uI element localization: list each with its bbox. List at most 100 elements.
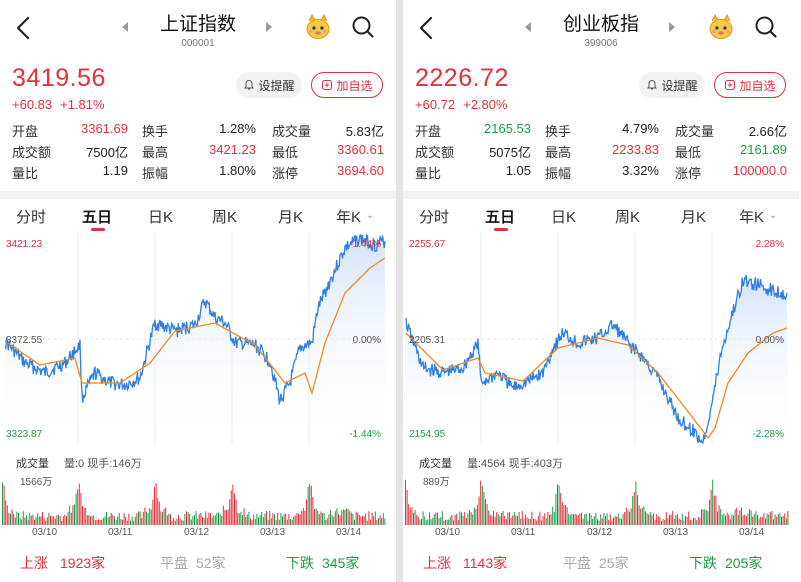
volume-bar xyxy=(232,484,234,525)
volume-bar xyxy=(173,518,175,525)
tab-2[interactable]: 日K xyxy=(551,209,577,226)
five-day-price-chart[interactable]: 2255.67 2205.31 2154.95 2.28% 0.00% -2.28% xyxy=(403,233,799,445)
prev-index-arrow-icon[interactable] xyxy=(525,22,531,32)
volume-bar xyxy=(178,514,179,525)
volume-bar xyxy=(62,516,64,525)
volume-bar xyxy=(277,512,279,525)
volume-bar xyxy=(433,514,435,525)
tab-2[interactable]: 日K xyxy=(148,209,174,226)
set-alert-button[interactable]: 设提醒 xyxy=(236,72,302,98)
volume-bar xyxy=(365,513,367,525)
flat-label: 平盘 xyxy=(160,555,188,571)
volume-bar xyxy=(782,516,784,525)
volume-bar xyxy=(561,502,563,525)
volume-bar xyxy=(24,517,26,525)
volume-bar xyxy=(787,511,789,525)
volume-bar xyxy=(310,486,312,525)
add-watchlist-button[interactable]: 加自选 xyxy=(714,72,786,98)
tab-5[interactable]: 年K xyxy=(739,209,765,226)
volume-bar xyxy=(553,511,555,525)
tab-3[interactable]: 周K xyxy=(212,209,238,226)
volume-bar xyxy=(686,517,688,525)
volume-bar xyxy=(725,515,726,525)
volume-bar xyxy=(280,512,282,525)
volume-bar xyxy=(210,513,211,525)
volume-bar xyxy=(641,507,643,525)
volume-bar xyxy=(545,518,547,525)
volume-max-label: 1566万 xyxy=(20,477,52,488)
volume-bar xyxy=(609,514,611,525)
volume-bar xyxy=(709,499,710,525)
volume-bar xyxy=(624,512,626,525)
volume-bar xyxy=(485,499,486,525)
date-label: 03/10 xyxy=(435,527,461,538)
volume-bar xyxy=(330,510,331,525)
add-watchlist-button[interactable]: 加自选 xyxy=(311,72,383,98)
tab-5[interactable]: 年K xyxy=(336,209,362,226)
five-day-price-chart[interactable]: 3421.23 3372.55 3323.87 1.44% 0.00% -1.44% xyxy=(0,233,396,445)
volume-bar xyxy=(283,514,285,525)
volume-bar xyxy=(657,516,659,525)
set-alert-button[interactable]: 设提醒 xyxy=(639,72,705,98)
volume-bar xyxy=(117,516,119,525)
pct-high-label: 1.44% xyxy=(353,239,381,250)
volume-bar xyxy=(675,514,677,525)
volume-bar xyxy=(133,520,135,525)
volume-bar xyxy=(478,496,480,525)
volume-bar xyxy=(504,515,506,525)
volume-bar xyxy=(157,498,159,525)
volume-bar xyxy=(162,512,163,525)
tab-1[interactable]: 五日 xyxy=(485,209,516,226)
mascot-icon[interactable] xyxy=(303,12,333,42)
volume-bar xyxy=(497,514,499,525)
tab-3[interactable]: 周K xyxy=(615,209,641,226)
volume-bar xyxy=(592,518,594,525)
stat-value: 4.79% xyxy=(622,121,659,136)
flat-count: 25家 xyxy=(599,555,629,571)
back-arrow-icon[interactable] xyxy=(12,14,36,42)
volume-bar xyxy=(747,513,749,525)
volume-bar xyxy=(221,515,223,525)
volume-bar xyxy=(451,515,453,525)
tab-0[interactable]: 分时 xyxy=(419,209,450,226)
stat-label: 涨停 xyxy=(675,166,702,181)
stat-label: 最高 xyxy=(142,145,169,160)
next-index-arrow-icon[interactable] xyxy=(669,22,675,32)
volume-bar xyxy=(589,513,590,525)
tab-1[interactable]: 五日 xyxy=(82,209,113,226)
stat-label: 最低 xyxy=(272,145,299,160)
volume-bar xyxy=(366,520,368,525)
section-separator xyxy=(0,191,396,199)
tab-0[interactable]: 分时 xyxy=(16,209,47,226)
back-arrow-icon[interactable] xyxy=(415,14,439,42)
volume-bar xyxy=(22,511,24,525)
index-code: 399006 xyxy=(584,38,618,49)
volume-bar xyxy=(379,515,381,525)
next-index-arrow-icon[interactable] xyxy=(266,22,272,32)
header: 创业板指 399006 xyxy=(403,0,799,58)
volume-bar xyxy=(603,512,605,525)
volume-bar xyxy=(771,511,773,525)
search-icon[interactable] xyxy=(753,14,779,40)
volume-bar xyxy=(552,506,554,525)
prev-index-arrow-icon[interactable] xyxy=(122,22,128,32)
volume-bar xyxy=(109,516,111,525)
volume-bar xyxy=(691,520,693,525)
pct-mid-label: 0.00% xyxy=(756,335,784,346)
volume-bar xyxy=(707,510,709,525)
tab-4[interactable]: 月K xyxy=(681,209,707,226)
chevron-down-icon[interactable]: ⌄ xyxy=(366,210,375,221)
volume-bar xyxy=(617,513,619,525)
stat-label: 最低 xyxy=(675,145,702,160)
volume-bar xyxy=(298,513,299,525)
volume-bar xyxy=(491,515,493,525)
index-title: 上证指数 xyxy=(159,14,236,35)
volume-bar xyxy=(785,518,787,525)
volume-bar xyxy=(427,519,429,525)
mascot-icon[interactable] xyxy=(706,12,736,42)
volume-bar xyxy=(670,514,672,525)
search-icon[interactable] xyxy=(350,14,376,40)
chevron-down-icon[interactable]: ⌄ xyxy=(769,210,778,221)
tab-4[interactable]: 月K xyxy=(278,209,304,226)
stat-label: 成交量 xyxy=(272,124,312,139)
